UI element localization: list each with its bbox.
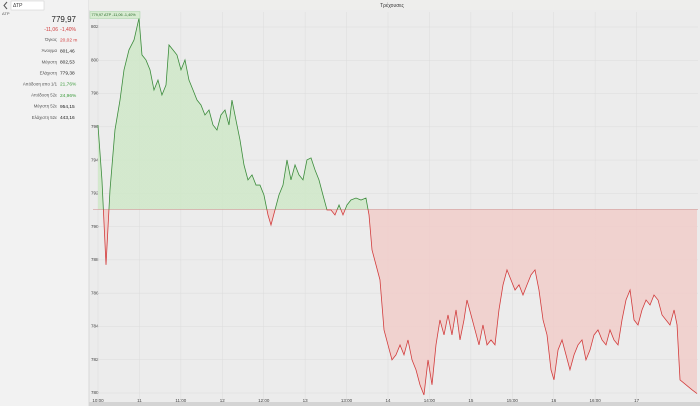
y-tick-label: 780 <box>91 390 99 395</box>
x-tick-label: 14 <box>385 398 391 403</box>
legend-box <box>89 11 141 19</box>
x-tick-label: 16:00 <box>590 398 602 403</box>
change-pct: -1,40% <box>60 27 76 33</box>
stat-value: 779,38 <box>60 71 75 77</box>
x-tick-label: 10:00 <box>92 398 104 403</box>
x-tick-label: 15 <box>468 398 474 403</box>
x-tick-label: 13:00 <box>341 398 353 403</box>
x-tick-label: 16 <box>551 398 557 403</box>
x-tick-label: 14:00 <box>424 398 436 403</box>
y-tick-label: 786 <box>91 290 99 295</box>
x-tick-label: 15:00 <box>507 398 519 403</box>
price: 779,97 <box>52 15 77 24</box>
stat-value: 24,96% <box>60 93 77 99</box>
y-tick-label: 800 <box>91 57 99 62</box>
legend-label: 779,97 ΔΤΡ -11,06 -1,40% <box>92 13 137 17</box>
stat-value: 443,16 <box>60 115 75 121</box>
search-text[interactable]: ΔΤΡ <box>13 3 23 9</box>
x-tick-label: 12:00 <box>258 398 270 403</box>
x-tick-label: 17 <box>634 398 640 403</box>
stat-label: Μέγιστη <box>42 59 58 64</box>
chart-title: Τρέχουσες <box>380 2 404 9</box>
stat-label: Όγκος <box>44 37 57 42</box>
stat-label: Ελάχιστη <box>40 70 58 75</box>
scrollbar[interactable] <box>89 402 700 406</box>
stat-value: 954,15 <box>60 104 75 110</box>
y-tick-label: 796 <box>91 124 99 129</box>
x-tick-label: 13 <box>303 398 309 403</box>
stat-value: 802,53 <box>60 59 75 65</box>
stat-value: 801,46 <box>60 48 75 54</box>
stat-label: Ελάχιστη 52ε <box>32 115 57 120</box>
x-tick-label: 11 <box>137 398 142 403</box>
x-tick-label: 12 <box>220 398 226 403</box>
y-tick-label: 782 <box>91 357 99 362</box>
back-button[interactable] <box>3 1 8 10</box>
y-tick-label: 794 <box>91 157 99 162</box>
title-bar <box>89 0 700 10</box>
symbol: ΔΤΡ <box>2 11 10 16</box>
y-tick-label: 790 <box>91 224 99 229</box>
stat-label: Μέγιστη 52ε <box>34 104 57 109</box>
x-tick-label: 11:00 <box>175 398 186 403</box>
y-tick-label: 788 <box>91 257 99 262</box>
price-line <box>97 18 698 396</box>
y-tick-label: 798 <box>91 91 99 96</box>
change: -11,06 <box>44 27 58 33</box>
y-tick-label: 792 <box>91 191 99 196</box>
area <box>97 18 698 396</box>
sidebar <box>0 0 89 406</box>
stat-label: Απόδοση απο 1/1 <box>23 82 58 87</box>
y-tick-label: 784 <box>91 324 99 329</box>
y-tick-label: 802 <box>91 24 99 29</box>
search-input[interactable] <box>10 0 45 11</box>
stat-value: 21,76% <box>60 82 77 88</box>
stat-label: Απόδοση 52ε <box>31 93 57 98</box>
stat-label: Άνοιγμα <box>42 48 58 53</box>
stat-value: 20,02 m <box>60 37 77 43</box>
